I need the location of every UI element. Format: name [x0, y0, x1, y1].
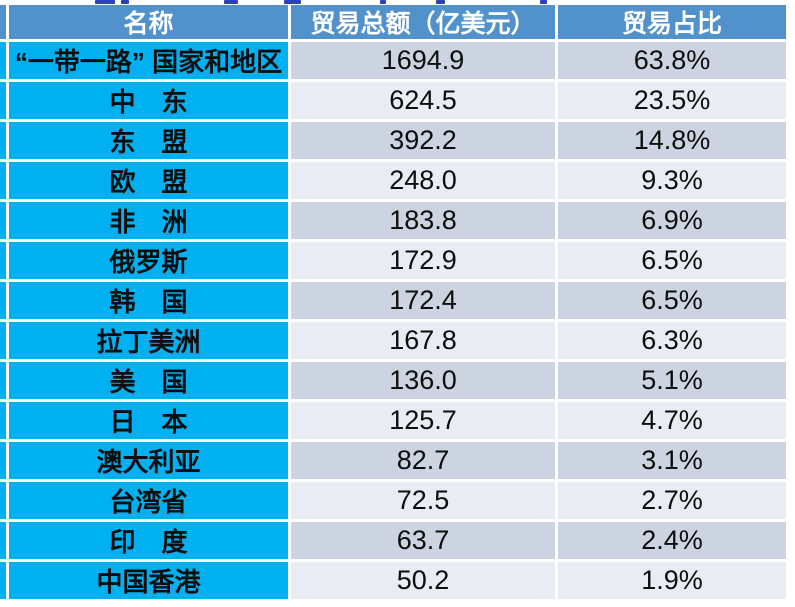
cropped-text-mark	[121, 0, 129, 4]
total-cell: 63.7	[291, 522, 555, 559]
cropped-text-mark	[224, 0, 238, 4]
total-cell: 72.5	[291, 482, 555, 519]
total-cell: 50.2	[291, 562, 555, 599]
share-cell: 6.3%	[558, 322, 786, 359]
cropped-left-column-cell	[0, 82, 6, 119]
name-cell: 中国香港	[9, 562, 288, 599]
cropped-left-column-cell	[0, 362, 6, 399]
cropped-text-mark	[284, 0, 301, 4]
total-cell: 167.8	[291, 322, 555, 359]
column-header-total: 贸易总额（亿美元）	[291, 5, 555, 39]
cropped-left-column-cell	[0, 402, 6, 439]
cropped-text-mark	[380, 0, 386, 4]
trade-table: 名称 贸易总额（亿美元） 贸易占比 “一带一路” 国家和地区 1694.9 63…	[0, 5, 786, 599]
name-cell: 俄罗斯	[9, 242, 288, 279]
cropped-left-column-cell	[0, 482, 6, 519]
cropped-left-column-cell	[0, 242, 6, 279]
total-cell: 125.7	[291, 402, 555, 439]
cropped-text-mark	[95, 0, 115, 4]
share-cell: 6.5%	[558, 282, 786, 319]
total-cell: 136.0	[291, 362, 555, 399]
share-cell: 4.7%	[558, 402, 786, 439]
cropped-text-mark	[540, 0, 547, 4]
cropped-left-column-cell	[0, 562, 6, 599]
share-cell: 63.8%	[558, 42, 786, 79]
total-cell: 248.0	[291, 162, 555, 199]
share-cell: 3.1%	[558, 442, 786, 479]
share-cell: 1.9%	[558, 562, 786, 599]
total-cell: 172.9	[291, 242, 555, 279]
total-cell: 624.5	[291, 82, 555, 119]
name-cell: 日 本	[9, 402, 288, 439]
name-cell: 中 东	[9, 82, 288, 119]
name-cell: 美 国	[9, 362, 288, 399]
share-cell: 9.3%	[558, 162, 786, 199]
cropped-left-column-cell	[0, 522, 6, 559]
total-cell: 82.7	[291, 442, 555, 479]
share-cell: 14.8%	[558, 122, 786, 159]
name-cell: 东 盟	[9, 122, 288, 159]
column-header-name: 名称	[9, 5, 288, 39]
share-cell: 5.1%	[558, 362, 786, 399]
name-cell: 韩 国	[9, 282, 288, 319]
cropped-left-column-cell	[0, 282, 6, 319]
cropped-left-column-cell	[0, 202, 6, 239]
total-cell: 183.8	[291, 202, 555, 239]
share-cell: 2.4%	[558, 522, 786, 559]
name-cell: 拉丁美洲	[9, 322, 288, 359]
share-cell: 23.5%	[558, 82, 786, 119]
cropped-left-column-cell	[0, 162, 6, 199]
cropped-text-mark	[436, 0, 445, 4]
total-cell: 1694.9	[291, 42, 555, 79]
total-cell: 392.2	[291, 122, 555, 159]
cropped-text-artifact	[0, 0, 795, 5]
name-cell: 台湾省	[9, 482, 288, 519]
name-cell: 印 度	[9, 522, 288, 559]
cropped-left-column-cell	[0, 122, 6, 159]
cropped-left-column-cell	[0, 442, 6, 479]
name-cell: 欧 盟	[9, 162, 288, 199]
cropped-left-column-cell	[0, 42, 6, 79]
share-cell: 6.9%	[558, 202, 786, 239]
cropped-left-column-header-cell	[0, 5, 6, 39]
share-cell: 6.5%	[558, 242, 786, 279]
share-cell: 2.7%	[558, 482, 786, 519]
column-header-share: 贸易占比	[558, 5, 786, 39]
name-cell: 澳大利亚	[9, 442, 288, 479]
name-cell: “一带一路” 国家和地区	[9, 42, 288, 79]
total-cell: 172.4	[291, 282, 555, 319]
name-cell: 非 洲	[9, 202, 288, 239]
cropped-left-column-cell	[0, 322, 6, 359]
